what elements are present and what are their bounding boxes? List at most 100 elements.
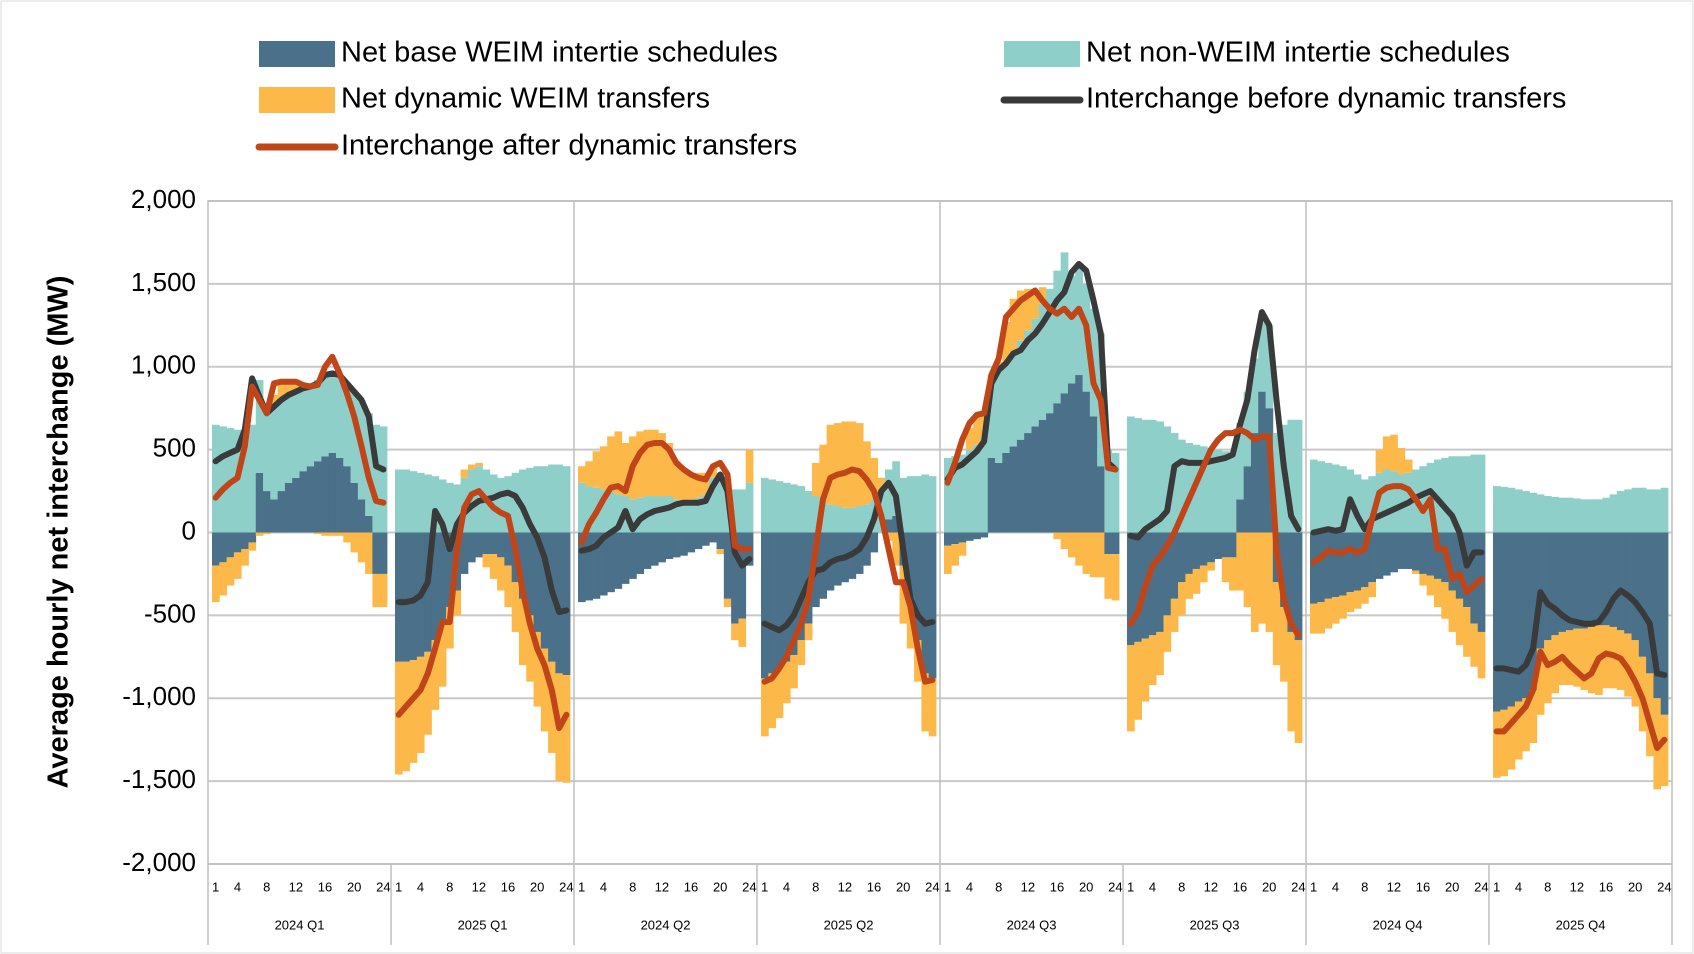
bar (270, 406, 279, 500)
bar (1294, 419, 1303, 533)
bar (1002, 452, 1011, 533)
bar (1448, 532, 1457, 591)
bar (636, 431, 645, 498)
line (1493, 587, 1668, 678)
bar (958, 542, 967, 556)
bar (980, 532, 989, 538)
bar (1250, 532, 1259, 632)
bar (1236, 423, 1245, 500)
x-tick-label: 24 (925, 879, 939, 894)
bar (701, 472, 710, 495)
group-label: 2024 Q3 (1007, 917, 1057, 932)
bar (1631, 487, 1640, 533)
bar (658, 433, 666, 497)
bar (1163, 615, 1172, 652)
bar (1324, 462, 1333, 533)
bar (1156, 532, 1164, 632)
bar (1660, 487, 1669, 533)
x-tick-label: 8 (629, 879, 636, 894)
bar (365, 532, 373, 574)
bar (790, 532, 798, 656)
bar (1287, 631, 1296, 732)
bar (658, 532, 666, 563)
bar (299, 471, 308, 533)
line (578, 440, 753, 553)
bar (504, 565, 513, 608)
x-tick-label: 12 (289, 879, 303, 894)
bar (870, 532, 879, 553)
bar (1551, 496, 1560, 533)
x-tick-label: 24 (376, 879, 390, 894)
bar (1500, 532, 1508, 710)
bar (1170, 598, 1179, 632)
bar (884, 519, 893, 533)
bar (1565, 497, 1574, 533)
bar (1361, 532, 1369, 588)
bar (453, 484, 462, 533)
bar (1272, 582, 1281, 666)
bar (533, 532, 542, 632)
bar (241, 429, 249, 533)
bar (775, 532, 784, 669)
bar (1207, 532, 1215, 563)
bar (914, 532, 922, 641)
bar (1024, 433, 1032, 533)
x-tick-label: 4 (600, 879, 607, 894)
line (761, 479, 936, 634)
bar (1573, 532, 1581, 629)
bar (1477, 454, 1486, 533)
bar (951, 456, 959, 533)
bar (1148, 532, 1157, 636)
bar (482, 532, 491, 555)
bar (768, 479, 776, 533)
bar (540, 466, 549, 533)
bar (716, 549, 725, 555)
bar (782, 482, 791, 533)
bar (467, 464, 476, 470)
bar (1265, 532, 1274, 632)
bar (694, 532, 703, 550)
bar (562, 466, 571, 533)
bar (1565, 630, 1574, 685)
x-tick-label: 24 (1291, 879, 1305, 894)
bar (607, 436, 615, 492)
bar (438, 532, 447, 624)
x-tick-label: 4 (234, 879, 241, 894)
bar (995, 370, 1003, 463)
bar (379, 532, 388, 574)
x-tick-label: 12 (1021, 879, 1035, 894)
bar (797, 486, 806, 533)
bar (1551, 532, 1560, 636)
bar (1390, 471, 1398, 533)
bar (467, 469, 476, 533)
bar (314, 532, 322, 535)
bar (409, 660, 418, 763)
bar (1580, 499, 1589, 533)
bar (1192, 532, 1201, 569)
bar (585, 532, 593, 601)
bar (284, 381, 293, 395)
bar (1046, 288, 1054, 414)
bar (1448, 456, 1457, 533)
bar (233, 552, 242, 579)
bar (1141, 638, 1150, 702)
bar (321, 376, 330, 457)
x-tick-label: 24 (742, 879, 756, 894)
bar (629, 499, 637, 533)
bar (402, 661, 410, 772)
bar (1258, 532, 1266, 624)
bar (284, 482, 293, 533)
x-tick-label: 1 (1127, 879, 1134, 894)
bar (1602, 497, 1611, 533)
bar (826, 424, 835, 505)
bar (1382, 469, 1391, 533)
bar (650, 496, 659, 533)
x-tick-label: 1 (578, 879, 585, 894)
bar (402, 532, 410, 662)
group-label: 2025 Q1 (458, 917, 508, 932)
bar (1199, 446, 1208, 533)
bar (1104, 449, 1113, 533)
bar (1339, 532, 1347, 596)
bar (1339, 466, 1347, 533)
bar (212, 532, 220, 566)
